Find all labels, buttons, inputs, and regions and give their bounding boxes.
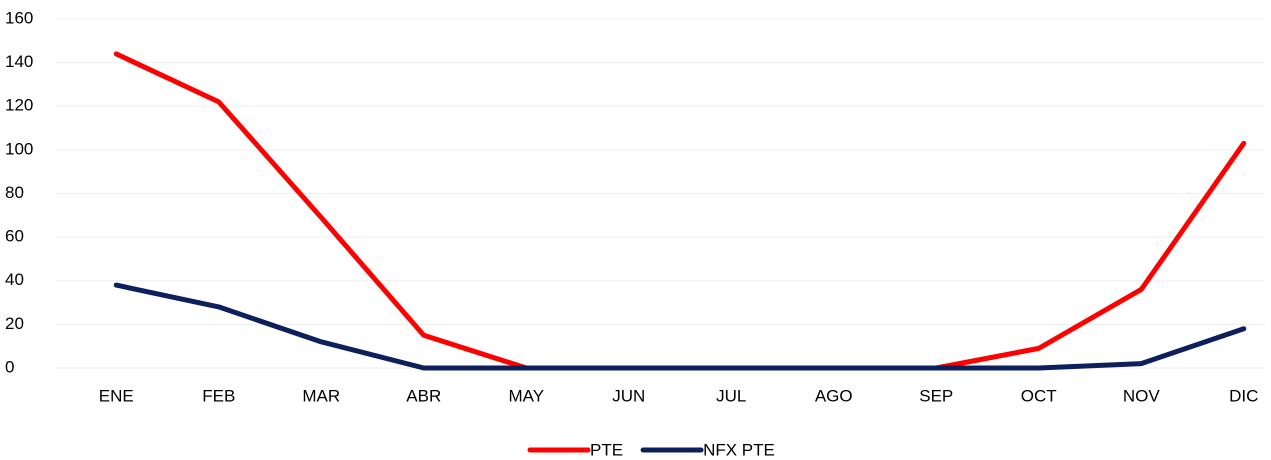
x-tick-label: FEB — [202, 386, 235, 405]
x-tick-label: SEP — [919, 386, 953, 405]
y-tick-label: 20 — [5, 314, 24, 333]
x-tick-label: ABR — [406, 386, 441, 405]
x-tick-label: JUL — [716, 386, 746, 405]
x-tick-label: NOV — [1123, 386, 1161, 405]
legend-label: PTE — [590, 440, 623, 459]
y-tick-label: 100 — [5, 139, 33, 158]
y-tick-label: 40 — [5, 270, 24, 289]
x-tick-label: MAY — [508, 386, 544, 405]
x-tick-label: OCT — [1021, 386, 1057, 405]
y-tick-label: 0 — [5, 357, 14, 376]
y-tick-label: 160 — [5, 8, 33, 27]
x-tick-label: AGO — [815, 386, 853, 405]
series-line — [113, 282, 1247, 371]
y-tick-label: 80 — [5, 183, 24, 202]
y-tick-label: 140 — [5, 52, 33, 71]
y-tick-label: 60 — [5, 227, 24, 246]
y-tick-label: 120 — [5, 96, 33, 115]
legend-label: NFX PTE — [703, 440, 775, 459]
x-tick-label: MAR — [302, 386, 340, 405]
series-line — [113, 51, 1247, 371]
x-tick-label: ENE — [99, 386, 134, 405]
x-tick-label: JUN — [612, 386, 645, 405]
x-tick-label: DIC — [1229, 386, 1258, 405]
